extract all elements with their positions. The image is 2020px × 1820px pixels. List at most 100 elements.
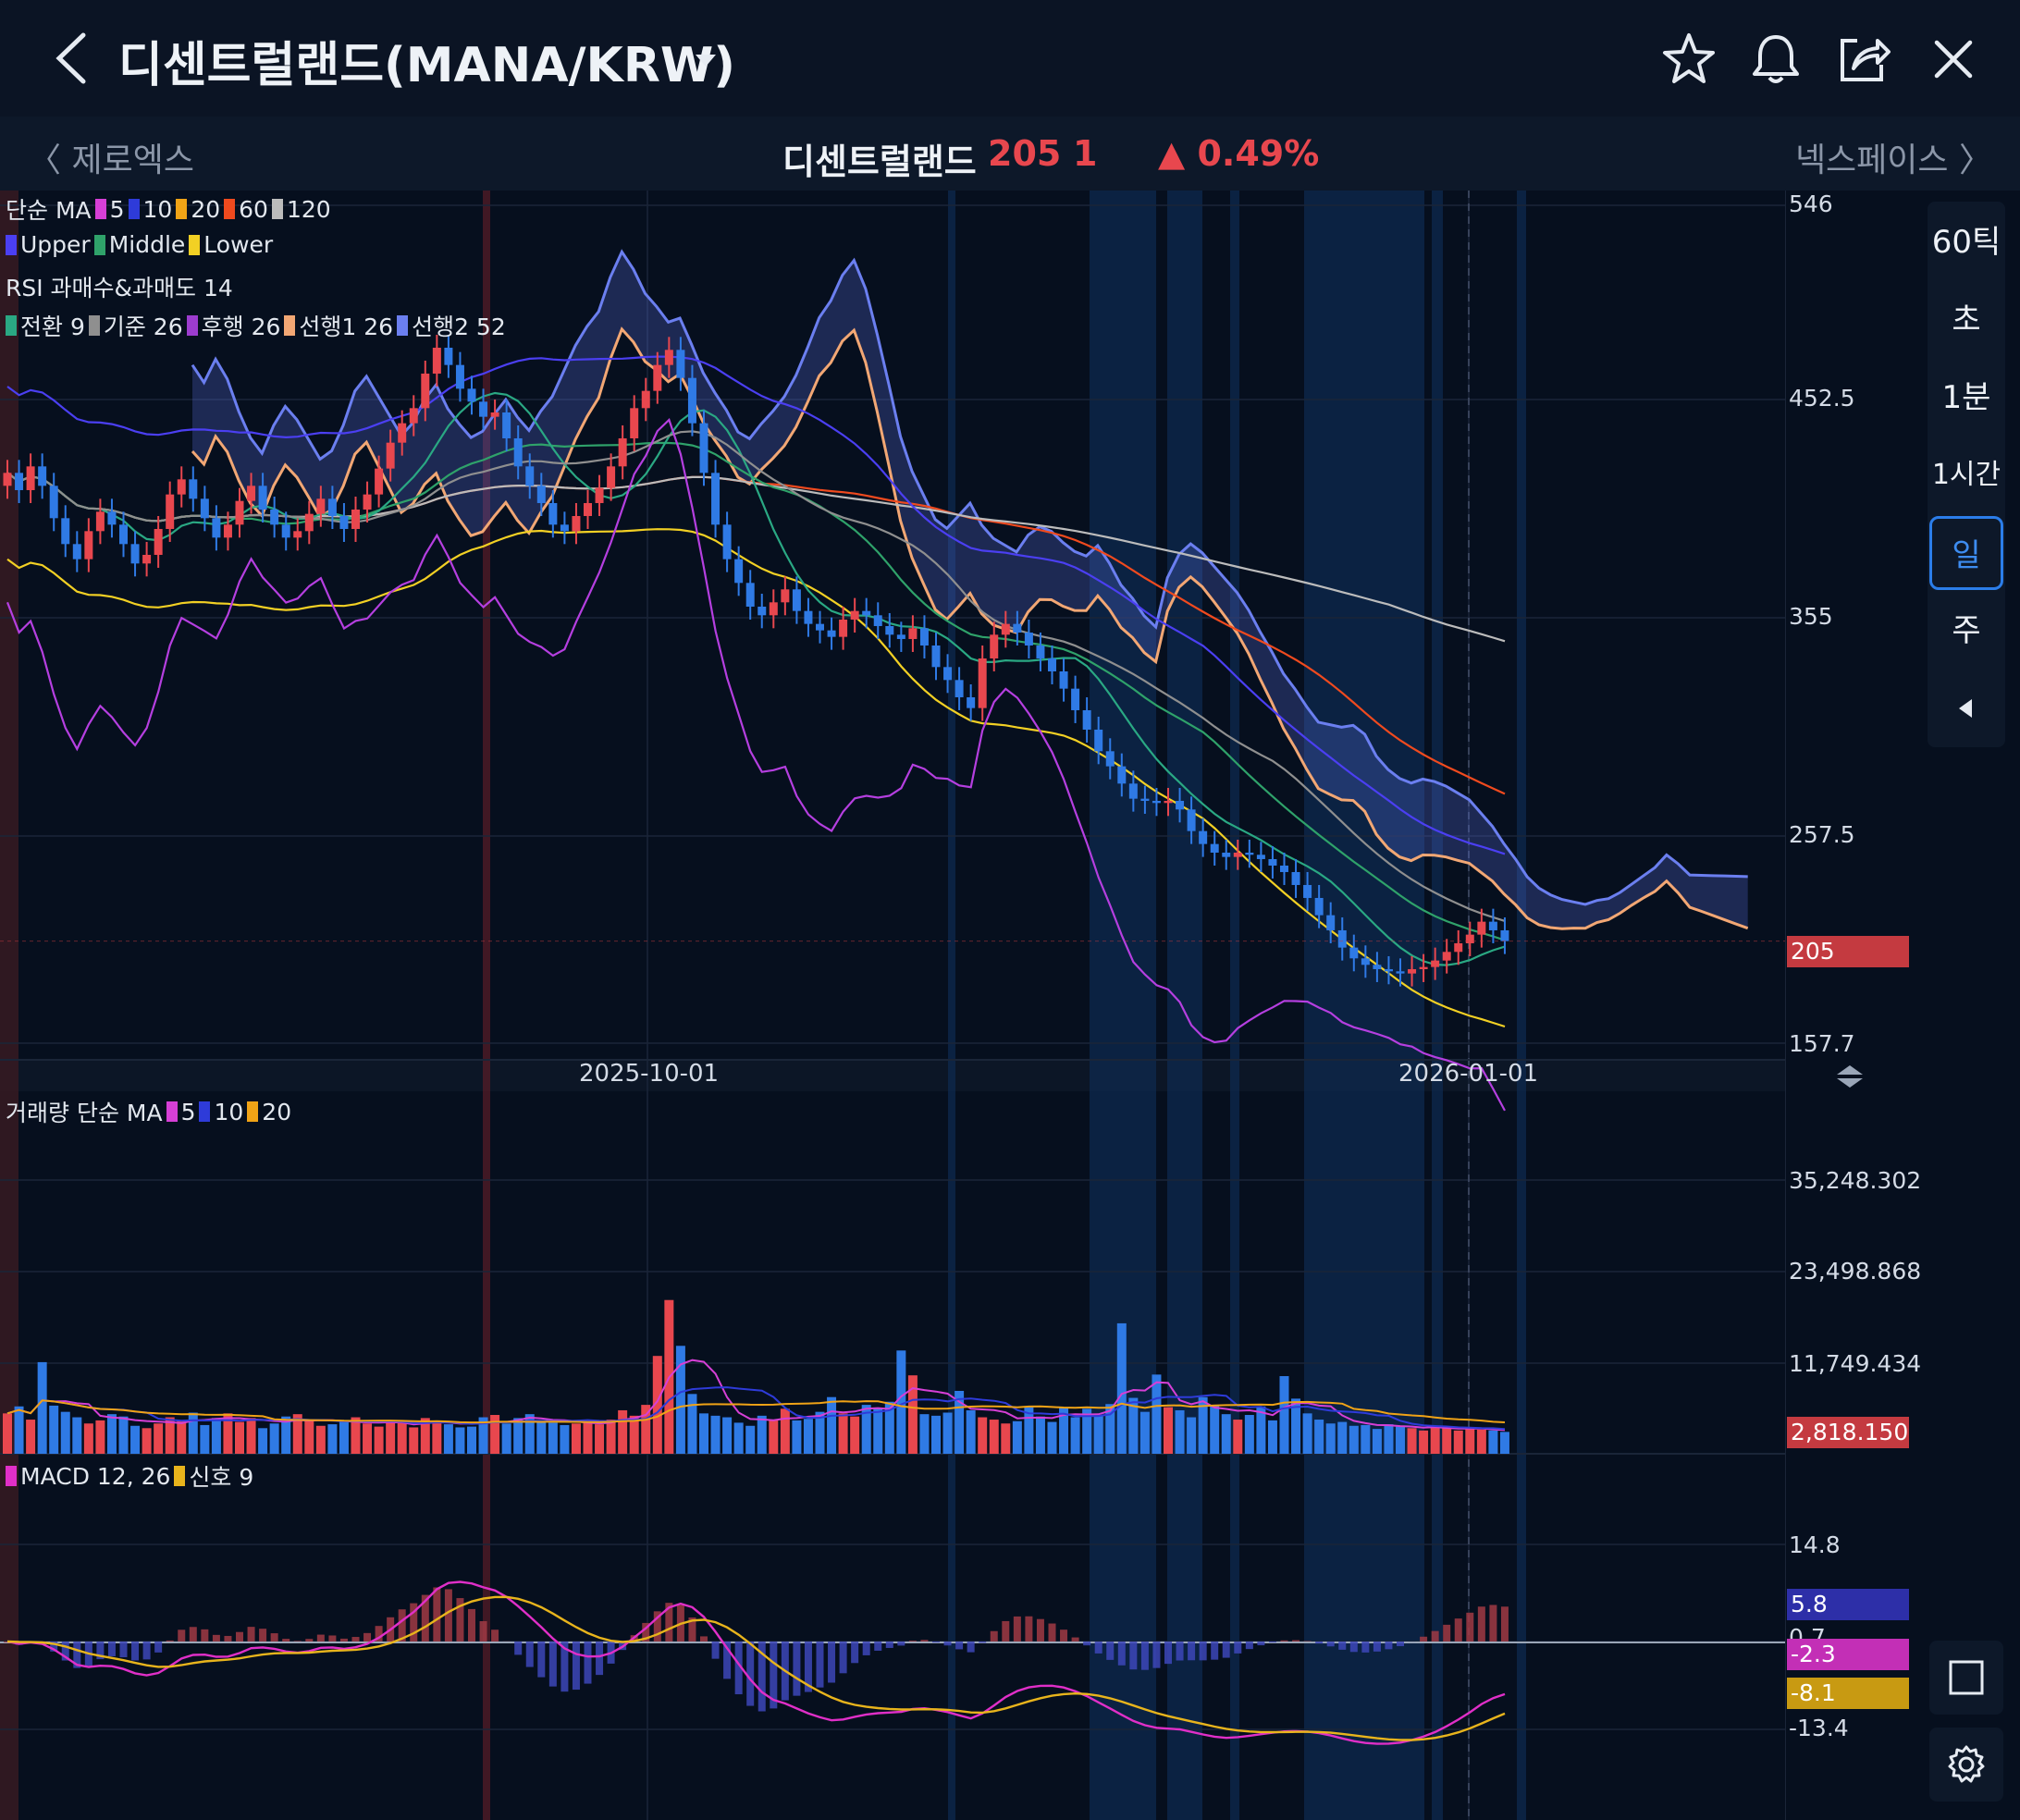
candle-body (212, 518, 221, 538)
candle-body (3, 473, 12, 486)
page-title[interactable]: 디센트럴랜드(MANA/KRW) (118, 38, 736, 93)
candle-body (711, 473, 721, 525)
volume-bar (1442, 1428, 1452, 1454)
macd-histogram-bar (1083, 1642, 1091, 1646)
volume-ma20-line (6, 1399, 1506, 1424)
volume-bar (896, 1350, 906, 1454)
ichimoku-legend: 전환 9 기준 26 후행 26 선행1 26 선행2 52 (6, 309, 506, 342)
volume-bar (595, 1424, 605, 1454)
bell-icon[interactable] (1746, 30, 1805, 89)
ma-item: 5 (109, 195, 125, 223)
candle-body (1373, 965, 1382, 969)
volume-bar (733, 1422, 744, 1454)
volume-bar (745, 1425, 756, 1454)
vol-ma20-swatch (247, 1101, 259, 1122)
macd-histogram-bar (1420, 1636, 1428, 1642)
ticker-change: 1 (1073, 133, 1098, 174)
macd-histogram-bar (293, 1641, 302, 1642)
macd-histogram-bar (700, 1636, 708, 1642)
ma-item: 120 (286, 195, 331, 223)
star-icon[interactable] (1659, 30, 1718, 89)
candle-body (1500, 929, 1509, 941)
volume-bar (327, 1424, 338, 1454)
collapse-left-icon[interactable] (1953, 695, 1979, 721)
app-header (0, 0, 2020, 117)
price-tick: 257.5 (1789, 821, 1855, 848)
ma120-swatch (271, 199, 283, 219)
next-coin-link[interactable]: 넥스페이스 〉 (1794, 141, 1992, 179)
candle-body (850, 610, 859, 620)
volume-bar (606, 1420, 616, 1454)
macd-histogram-bar (816, 1642, 824, 1688)
ma-legend: 단순 MA 5 10 20 60 120 (6, 192, 331, 226)
volume-bar (1093, 1415, 1103, 1454)
macd-hist-tag: 5.8 (1787, 1589, 1909, 1620)
volume-bar (942, 1412, 953, 1454)
volume-bar (106, 1414, 117, 1454)
ma5-swatch (94, 199, 106, 219)
candle-body (258, 486, 267, 510)
macd-histogram-bar (282, 1639, 290, 1642)
ticker-price: 205 (988, 133, 1062, 174)
ich-item: 후행 26 (201, 314, 281, 340)
volume-bar (223, 1413, 233, 1454)
vol-item: 10 (214, 1098, 244, 1125)
volume-bar (1267, 1420, 1277, 1454)
interval-60tick[interactable]: 60틱 (1931, 224, 2002, 261)
highlight-band (1090, 191, 1156, 1820)
candle-body (664, 350, 673, 365)
candle-body (1105, 751, 1115, 767)
interval-1min[interactable]: 1분 (1941, 379, 1991, 416)
volume-bar (618, 1409, 628, 1454)
macd-histogram-bar (270, 1633, 278, 1642)
volume-bar (455, 1427, 465, 1454)
prev-coin-link[interactable]: 〈 제로엑스 (28, 141, 194, 179)
volume-bar (1488, 1430, 1498, 1454)
macd-histogram-bar (1013, 1616, 1021, 1642)
bb-middle-line (6, 441, 1506, 941)
back-arrow-icon[interactable] (46, 28, 98, 89)
candle-body (293, 531, 302, 538)
candle-body (758, 606, 767, 616)
macd-legend: MACD 12, 26 신호 9 (6, 1459, 253, 1493)
candle-body (235, 500, 244, 525)
candle-body (560, 524, 569, 532)
interval-1hour[interactable]: 1시간 (1931, 459, 2002, 491)
volume-bar (374, 1426, 384, 1454)
volume-bar (884, 1401, 894, 1454)
candle-body (990, 634, 999, 658)
interval-second[interactable]: 초 (1952, 301, 1981, 338)
macd-histogram-bar (328, 1635, 337, 1642)
candle-body (1408, 968, 1417, 974)
volume-bar (281, 1416, 291, 1454)
candle-body (943, 667, 953, 681)
candle-body (1268, 858, 1277, 866)
layout-toggle[interactable] (1929, 1641, 2003, 1715)
candle-body (1442, 952, 1451, 961)
volume-bar (467, 1426, 476, 1454)
chart-canvas[interactable] (0, 191, 1785, 1820)
settings-button[interactable] (1929, 1728, 2003, 1802)
candle-body (630, 408, 639, 438)
vol-ma10-swatch (199, 1101, 211, 1122)
volume-bar (1128, 1397, 1139, 1454)
macd-histogram-bar (410, 1603, 418, 1642)
interval-day[interactable]: 일 (1929, 516, 2003, 590)
interval-week[interactable]: 주 (1952, 612, 1981, 649)
volume-bar (838, 1413, 848, 1454)
volume-bar (1152, 1374, 1162, 1454)
macd-histogram-bar (398, 1609, 406, 1642)
candle-body (1117, 766, 1127, 784)
bb-item: Middle (108, 231, 186, 258)
candle-body (1024, 632, 1033, 646)
close-icon[interactable] (1924, 30, 1983, 89)
candle-body (1280, 865, 1288, 872)
macd-histogram-bar (1431, 1630, 1439, 1642)
candle-body (1082, 709, 1091, 730)
candle-body (513, 437, 523, 467)
share-icon[interactable] (1833, 30, 1892, 89)
volume-bar (907, 1375, 918, 1454)
resize-handle-icon[interactable] (1833, 1064, 1866, 1089)
chevron-down-icon[interactable] (692, 46, 720, 74)
volume-bar (1187, 1417, 1197, 1454)
